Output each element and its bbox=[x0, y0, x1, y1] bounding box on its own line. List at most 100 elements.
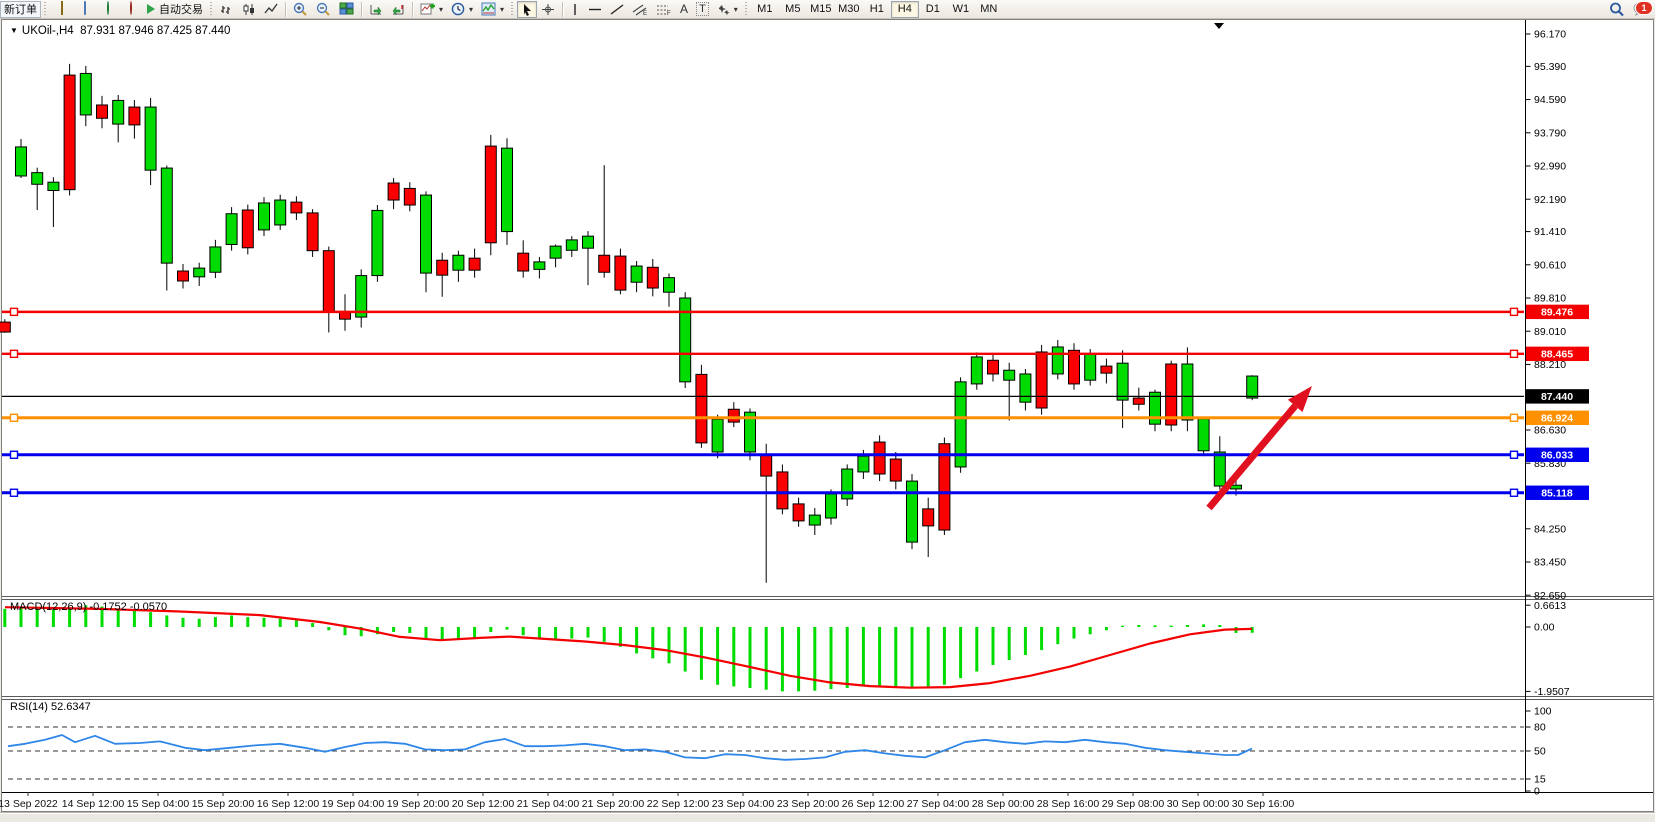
timeframe-M30[interactable]: M30 bbox=[835, 1, 863, 18]
search-icon bbox=[1610, 2, 1624, 16]
macd-histogram-bar bbox=[408, 627, 412, 633]
svg-text:F: F bbox=[667, 11, 671, 16]
macd-histogram-bar bbox=[732, 627, 736, 687]
text-tool-button[interactable]: A bbox=[676, 1, 692, 18]
cursor-icon bbox=[524, 3, 532, 16]
macd-histogram-bar bbox=[1185, 625, 1189, 627]
toolbar-grip[interactable] bbox=[743, 2, 749, 16]
channel-tool-button[interactable]: E bbox=[628, 1, 652, 18]
timeframe-W1[interactable]: W1 bbox=[947, 1, 975, 18]
indicators-button[interactable]: ▾ bbox=[416, 1, 447, 18]
arrows-tool-button[interactable]: ▾ bbox=[713, 1, 742, 18]
zoom-out-button[interactable] bbox=[312, 1, 335, 18]
chart-shift-button[interactable] bbox=[365, 1, 387, 18]
candle-up bbox=[630, 265, 643, 283]
line-handle[interactable] bbox=[9, 307, 19, 317]
line-handle[interactable] bbox=[9, 413, 19, 423]
line-handle[interactable] bbox=[1509, 349, 1519, 359]
toolbar-grip[interactable] bbox=[43, 2, 48, 16]
price-tick-label: 89.010 bbox=[1534, 326, 1566, 338]
macd-histogram-bar bbox=[1121, 625, 1125, 627]
timeframe-H1[interactable]: H1 bbox=[863, 1, 891, 18]
crosshair-icon bbox=[542, 3, 555, 15]
candle-up bbox=[79, 72, 92, 116]
cursor-tool-button[interactable] bbox=[517, 0, 538, 18]
horizontal-line-tool-button[interactable] bbox=[584, 1, 606, 18]
candle-down bbox=[322, 250, 335, 313]
text-label-tool-button[interactable]: T bbox=[692, 1, 713, 18]
strategy-tester-button[interactable] bbox=[119, 0, 142, 18]
crosshair-tool-button[interactable] bbox=[537, 1, 559, 18]
strategy-tester-icon bbox=[129, 0, 132, 15]
macd-histogram-bar bbox=[246, 617, 250, 627]
fibonacci-tool-button[interactable]: F bbox=[652, 1, 676, 18]
navigator-button[interactable] bbox=[73, 0, 96, 18]
macd-histogram-bar bbox=[181, 617, 185, 627]
svg-text:85.118: 85.118 bbox=[1541, 488, 1573, 500]
vertical-line-tool-button[interactable] bbox=[566, 1, 584, 18]
auto-trading-button[interactable]: 自动交易 bbox=[142, 1, 207, 18]
line-handle[interactable] bbox=[9, 450, 19, 459]
timeframe-MN[interactable]: MN bbox=[975, 1, 1003, 18]
trendline-tool-button[interactable] bbox=[606, 1, 628, 18]
trend-arrow[interactable] bbox=[1206, 386, 1312, 511]
timeframe-H4[interactable]: H4 bbox=[890, 0, 919, 18]
fibonacci-icon: F bbox=[657, 5, 671, 16]
candlestick-series bbox=[0, 63, 1259, 583]
line-handle[interactable] bbox=[1509, 450, 1519, 459]
candle-down bbox=[517, 252, 530, 272]
toolbar-grip[interactable] bbox=[510, 2, 516, 16]
macd-histogram-bar bbox=[635, 627, 639, 654]
line-handle[interactable] bbox=[9, 488, 19, 497]
time-axis[interactable]: 13 Sep 2022 14 Sep 12:00 15 Sep 04:00 15 Se… bbox=[0, 792, 1294, 810]
candle-up bbox=[144, 106, 157, 171]
tile-windows-button[interactable] bbox=[335, 1, 358, 18]
timeframe-D1[interactable]: D1 bbox=[919, 1, 947, 18]
time-tick-label: 21 Sep 20:00 bbox=[582, 798, 645, 810]
auto-trading-play-icon bbox=[147, 4, 155, 14]
candle-up bbox=[193, 267, 206, 278]
line-handle[interactable] bbox=[1509, 307, 1519, 317]
timeframe-M5[interactable]: M5 bbox=[779, 1, 807, 18]
price-line-89.476[interactable] bbox=[2, 307, 1524, 317]
timeframe-M1[interactable]: M1 bbox=[751, 1, 779, 18]
candlestick-chart-button[interactable] bbox=[238, 1, 260, 18]
chart-canvas[interactable]: 96.170 95.390 94.590 93.790 92.990 92.190 91.4… bbox=[0, 19, 1655, 812]
macd-histogram-bar bbox=[1088, 627, 1092, 635]
price-axis: 96.170 95.390 94.590 93.790 92.990 92.190 91.4… bbox=[1525, 29, 1570, 798]
zoom-in-button[interactable] bbox=[289, 1, 312, 18]
price-line-88.465[interactable] bbox=[2, 349, 1524, 359]
time-tick-label: 16 Sep 12:00 bbox=[257, 798, 320, 810]
candle-down bbox=[889, 458, 902, 482]
price-tick-label: 93.790 bbox=[1534, 127, 1566, 139]
terminal-button[interactable] bbox=[96, 0, 119, 18]
price-line-85.118[interactable] bbox=[2, 488, 1524, 497]
rsi-tick-label: 15 bbox=[1534, 774, 1546, 786]
macd-histogram-bar bbox=[521, 627, 525, 636]
line-handle[interactable] bbox=[1509, 488, 1519, 497]
line-chart-button[interactable] bbox=[260, 1, 282, 18]
time-tick-label: 20 Sep 12:00 bbox=[452, 798, 515, 810]
price-line-86.924[interactable] bbox=[2, 413, 1524, 423]
line-handle[interactable] bbox=[1509, 413, 1519, 423]
line-handle[interactable] bbox=[9, 349, 19, 359]
macd-histogram-bar bbox=[959, 627, 963, 679]
price-badge-89.476: 89.476 bbox=[1526, 304, 1589, 320]
arrows-icon bbox=[718, 4, 730, 15]
periods-button[interactable]: ▾ bbox=[447, 1, 477, 18]
dropdown-arrow-icon: ▾ bbox=[469, 4, 474, 14]
timeframe-M15[interactable]: M15 bbox=[807, 1, 835, 18]
toolbar-grip[interactable] bbox=[209, 2, 214, 16]
price-line-86.033[interactable] bbox=[2, 450, 1524, 459]
candle-up bbox=[452, 254, 465, 271]
search-button[interactable] bbox=[1605, 1, 1629, 18]
macd-histogram-bar bbox=[1218, 625, 1222, 627]
macd-histogram-bar bbox=[68, 607, 72, 627]
templates-button[interactable]: ▾ bbox=[477, 1, 508, 18]
auto-scroll-button[interactable] bbox=[387, 1, 409, 18]
new-order-button[interactable]: 新订单 bbox=[0, 0, 41, 18]
market-watch-button[interactable] bbox=[50, 0, 73, 18]
auto-trading-label: 自动交易 bbox=[159, 4, 203, 16]
bar-chart-button[interactable] bbox=[216, 1, 238, 18]
chat-notification-badge: 1 bbox=[1635, 1, 1653, 15]
